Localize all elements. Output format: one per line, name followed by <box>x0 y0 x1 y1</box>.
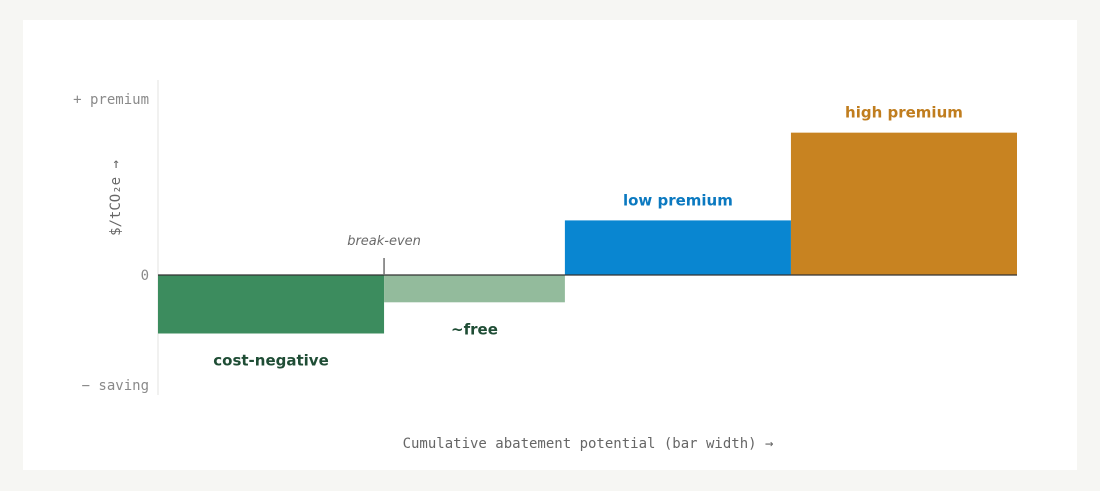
y-tick-saving: − saving <box>82 378 149 394</box>
bar-cost-negative <box>158 275 385 334</box>
y-axis: + premium 0 − saving $/tCO₂e → <box>73 80 159 395</box>
bar-label-low-premium: low premium <box>623 191 733 209</box>
bar-free <box>384 275 565 303</box>
break-even-label: break-even <box>347 234 421 249</box>
bar-label-cost-negative: cost-negative <box>213 352 329 370</box>
bars-group <box>158 132 1017 334</box>
bar-labels-group: cost-negative ~free low premium high premiu… <box>213 104 963 370</box>
y-tick-zero: 0 <box>141 268 149 284</box>
bar-low-premium <box>564 220 791 275</box>
x-axis-label: Cumulative abatement potential (bar widt… <box>403 436 774 452</box>
y-axis-label: $/tCO₂e → <box>108 160 124 236</box>
bar-label-high-premium: high premium <box>845 104 963 122</box>
bar-high-premium <box>790 132 1017 275</box>
bar-label-free: ~free <box>451 320 498 338</box>
y-tick-premium: + premium <box>73 92 149 108</box>
